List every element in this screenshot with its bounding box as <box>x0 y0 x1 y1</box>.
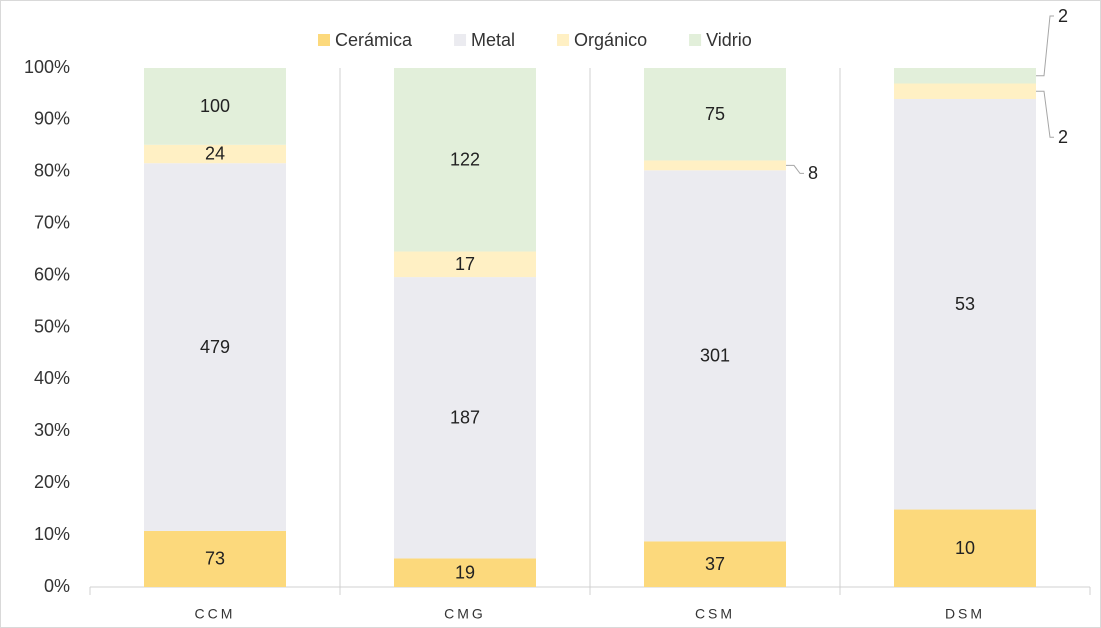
legend-label: Metal <box>471 30 515 50</box>
data-label: 100 <box>200 96 230 116</box>
bar-segment <box>144 163 286 531</box>
data-label: 8 <box>808 163 818 183</box>
x-tick-label: DSM <box>945 606 985 622</box>
y-tick-label: 40% <box>34 368 70 388</box>
legend-label: Vidrio <box>706 30 752 50</box>
bar-segment <box>644 541 786 587</box>
bar-segment <box>144 530 286 587</box>
y-tick-label: 20% <box>34 472 70 492</box>
y-tick-label: 100% <box>24 57 70 77</box>
bar-segment <box>644 160 786 171</box>
data-label: 37 <box>705 554 725 574</box>
bar-segment <box>894 98 1036 510</box>
data-label: 301 <box>700 346 730 366</box>
y-tick-label: 10% <box>34 524 70 544</box>
leader-line <box>786 164 804 174</box>
bar-segment <box>144 68 286 145</box>
data-label: 24 <box>205 144 225 164</box>
y-tick-label: 50% <box>34 316 70 336</box>
data-label: 19 <box>455 562 475 582</box>
data-label: 2 <box>1058 127 1068 147</box>
bar-segment <box>644 68 786 161</box>
legend-label: Cerámica <box>335 30 413 50</box>
data-label: 75 <box>705 104 725 124</box>
bar-segment <box>894 68 1036 84</box>
bar-segment <box>144 144 286 164</box>
data-label: 17 <box>455 254 475 274</box>
data-label: 73 <box>205 549 225 569</box>
data-label: 10 <box>955 538 975 558</box>
bar-segment <box>394 251 536 278</box>
x-tick-label: CSM <box>695 606 735 622</box>
leader-line <box>1036 15 1054 77</box>
bar-segment <box>394 558 536 587</box>
leader-line <box>1036 90 1054 138</box>
bar-segment <box>394 277 536 559</box>
y-tick-label: 80% <box>34 161 70 181</box>
legend-swatch <box>454 34 467 46</box>
data-label: 122 <box>450 150 480 170</box>
data-label: 53 <box>955 294 975 314</box>
bar-segment <box>894 83 1036 99</box>
data-label: 479 <box>200 337 230 357</box>
y-tick-label: 90% <box>34 109 70 129</box>
legend-swatch <box>689 34 702 46</box>
legend-swatch <box>318 34 330 46</box>
y-tick-label: 0% <box>44 576 70 596</box>
legend-swatch <box>557 34 570 46</box>
legend-label: Orgánico <box>574 30 647 50</box>
y-tick-label: 70% <box>34 212 70 232</box>
y-tick-label: 60% <box>34 264 70 284</box>
x-tick-label: CMG <box>444 606 486 622</box>
x-tick-label: CCM <box>195 606 236 622</box>
data-label: 2 <box>1058 6 1068 26</box>
data-label: 187 <box>450 408 480 428</box>
y-tick-label: 30% <box>34 420 70 440</box>
bar-segment <box>894 509 1036 587</box>
bar-segment <box>394 68 536 252</box>
bar-segment <box>644 170 786 542</box>
